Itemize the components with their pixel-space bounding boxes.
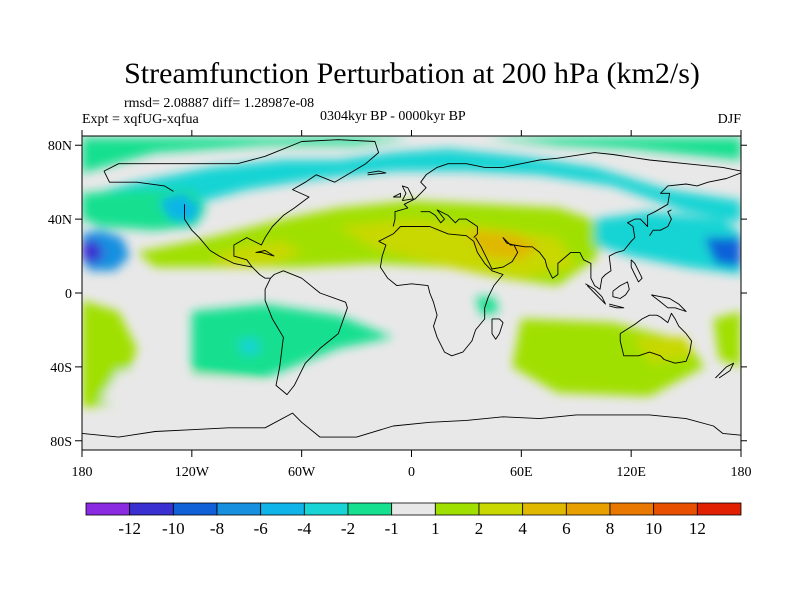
coastline-13	[651, 294, 687, 312]
colorbar-label: -12	[118, 519, 141, 538]
colorbar-box	[347, 502, 393, 516]
x-tick-label: 120E	[616, 465, 646, 480]
y-tick-label: 40N	[48, 213, 72, 228]
colorbar-label: -6	[254, 519, 268, 538]
contour-madagascar-teal	[475, 296, 500, 316]
colorbar-box	[172, 502, 218, 516]
colorbar-label: 2	[475, 519, 484, 538]
contour-s-atlantic-teal	[191, 304, 394, 378]
colorbar-label: 4	[518, 519, 527, 538]
colorbar-label: -4	[297, 519, 312, 538]
contour-australia-yellow	[631, 337, 694, 364]
colorbar-label: -10	[162, 519, 185, 538]
y-tick-label: 80S	[50, 435, 72, 450]
colorbar-label: 12	[689, 519, 706, 538]
contour-n-america-blob	[158, 193, 201, 223]
colorbar-box	[216, 502, 262, 516]
coastline-19	[255, 250, 275, 257]
x-tick-label: 60W	[288, 465, 316, 480]
colorbar-label: -8	[210, 519, 224, 538]
contour-pacific-green-e	[713, 311, 741, 367]
colorbar-box	[391, 502, 436, 516]
colorbar-box	[522, 502, 567, 516]
colorbar-label: -1	[385, 519, 399, 538]
coastline-16	[392, 192, 401, 198]
contour-atlantic-yellow	[210, 241, 302, 268]
colorbar-box	[434, 502, 480, 516]
coastline-8	[619, 312, 693, 364]
contour-mideast-yellow	[338, 219, 577, 279]
contour-eastasia-blue	[594, 211, 741, 275]
colorbar-label: 8	[606, 519, 615, 538]
colorbar-label: 6	[562, 519, 571, 538]
y-tick-label: 40S	[50, 361, 72, 376]
coastline-4	[392, 152, 741, 227]
coastline-5	[420, 209, 478, 238]
coastline-15	[401, 185, 414, 202]
coastline-12	[612, 281, 630, 299]
colorbar-box	[609, 502, 655, 516]
contour-arctic-green	[82, 137, 741, 173]
colorbar-label: 1	[431, 519, 440, 538]
coastline-3	[378, 226, 504, 357]
coastline-0	[103, 139, 380, 396]
colorbar-box	[260, 502, 305, 516]
colorbar-box	[696, 502, 742, 516]
contour-s-pacific-lower	[100, 370, 266, 415]
colorbar-box	[565, 502, 611, 516]
coastline-7	[649, 209, 672, 236]
x-tick-label: 120W	[175, 465, 210, 480]
contour-s-atlantic-core	[237, 337, 262, 356]
coastline-layer	[82, 139, 741, 438]
coastline-9	[491, 318, 504, 340]
contour-n-atlantic-arch	[82, 148, 741, 223]
x-tick-label: 180	[731, 465, 752, 480]
coastline-10	[585, 283, 606, 305]
coastline-14	[630, 259, 643, 283]
colorbar-label: -2	[341, 519, 355, 538]
colorbar-box	[478, 502, 524, 516]
y-tick-label: 80N	[48, 139, 72, 154]
coastline-18	[715, 362, 735, 379]
stats-line: rmsd= 2.08887 diff= 1.28987e-08	[124, 96, 314, 111]
y-tick-label: 0	[65, 287, 72, 302]
colorbar-box	[129, 502, 174, 516]
colorbar-box	[653, 502, 698, 516]
coastline-11	[609, 303, 625, 309]
contour-w-pacific-core	[82, 241, 104, 264]
x-tick-label: 0	[408, 465, 415, 480]
coastline-20	[82, 412, 741, 438]
season-label: DJF	[718, 112, 742, 127]
colorbar-box	[303, 502, 349, 516]
x-axis: 180 120W 60W 0 60E 120E 180	[72, 130, 752, 480]
period-label: 0304kyr BP - 0000kyr BP	[320, 109, 466, 124]
coastline-6	[475, 172, 741, 290]
x-tick-label: 60E	[510, 465, 533, 480]
coastline-1	[103, 170, 174, 192]
contour-arabia-orange	[466, 230, 540, 260]
contour-eastasia-core	[704, 237, 741, 268]
y-axis: 80N 40N 0 40S 80S	[48, 139, 747, 450]
experiment-label: Expt = xqfUG-xqfua	[82, 112, 200, 127]
map-plot-area	[81, 135, 742, 451]
colorbar-box	[85, 502, 131, 516]
colorbar-label: 10	[645, 519, 662, 538]
x-tick-label: 180	[72, 465, 93, 480]
contour-fill-layer	[82, 137, 741, 415]
coastline-17	[367, 170, 387, 176]
chart-title: Streamfunction Perturbation at 200 hPa (…	[124, 57, 700, 90]
coastline-2	[184, 204, 253, 268]
colorbar: -12 -10 -8 -6 -4 -2 -1 1 2 4 6 8 10 12	[85, 502, 742, 538]
